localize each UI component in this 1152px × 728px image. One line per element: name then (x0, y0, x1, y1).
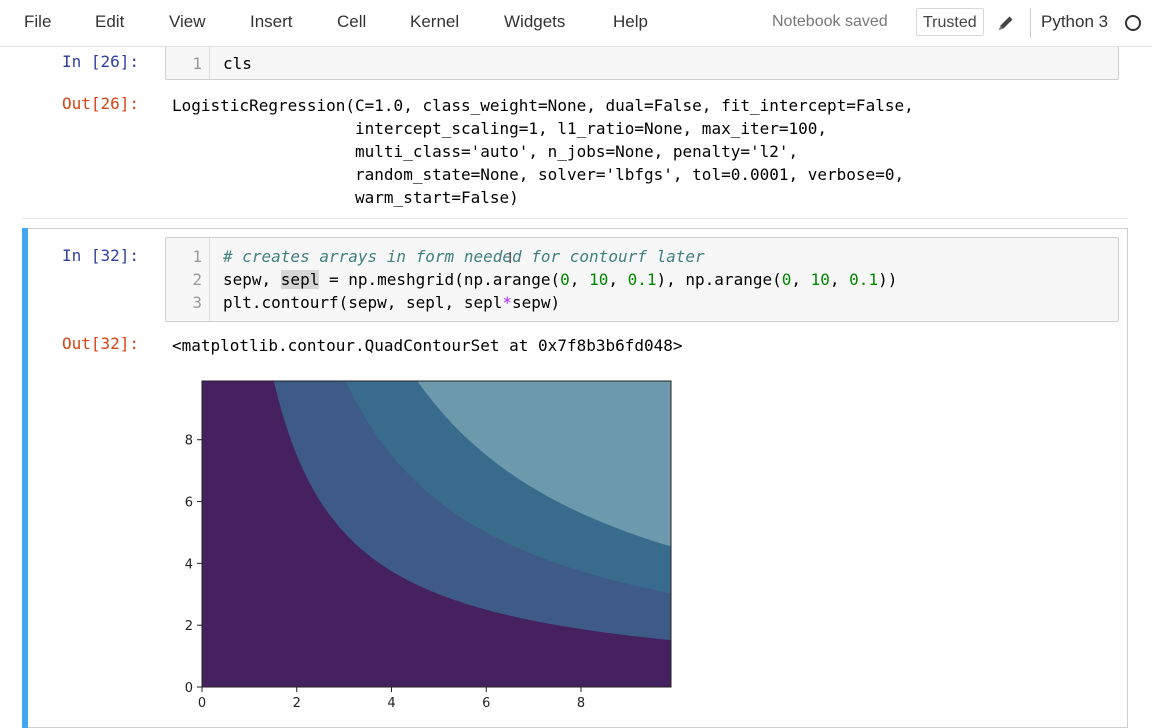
highlighted-token: sepl (280, 270, 320, 289)
kernel-separator (1030, 8, 1031, 38)
selected-cell-indicator (22, 228, 28, 728)
menu-edit[interactable]: Edit (95, 12, 125, 31)
code-token: , (791, 270, 811, 289)
kernel-name[interactable]: Python 3 (1041, 12, 1109, 31)
code-token: = np.meshgrid(np.arange( (319, 270, 561, 289)
number-token: 10 (589, 270, 609, 289)
cell-32-out-prompt: Out[32]: (62, 334, 140, 353)
operator-token: * (502, 293, 512, 312)
y-tick-label: 4 (185, 557, 193, 572)
number-token: 0 (781, 270, 792, 289)
menu-bar: File Edit View Insert Cell Kernel Widget… (0, 0, 1152, 47)
menu-widgets[interactable]: Widgets (504, 12, 566, 31)
number-token: 0 (560, 270, 570, 289)
code-token: , (829, 270, 850, 289)
y-tick-label: 2 (185, 619, 193, 634)
output-line-1: LogisticRegression(C=1.0, class_weight=N… (172, 96, 914, 115)
cell-32-in-prompt: In [32]: (62, 246, 140, 265)
line-number: 1 (192, 247, 202, 266)
code-line-3[interactable]: plt.contourf(sepw, sepl, sepl*sepw) (223, 293, 560, 312)
number-token: 0.1 (627, 270, 657, 289)
contour-band-6 (560, 381, 671, 453)
menu-help[interactable]: Help (613, 12, 648, 31)
number-token: 10 (810, 270, 830, 289)
y-tick-label: 6 (185, 496, 193, 511)
line-number: 2 (192, 270, 202, 289)
code-token: )) (878, 270, 898, 289)
kernel-idle-circle-icon (1125, 15, 1141, 31)
output-line-5: warm_start=False) (172, 188, 519, 207)
y-tick-label: 0 (185, 681, 193, 696)
cell-26-input[interactable]: 1 cls (165, 46, 1119, 80)
menu-kernel[interactable]: Kernel (410, 12, 460, 31)
line-number: 3 (192, 293, 202, 312)
trusted-button[interactable]: Trusted (916, 8, 984, 36)
output-line-2: intercept_scaling=1, l1_ratio=None, max_… (172, 119, 828, 138)
x-tick-label: 2 (293, 696, 301, 711)
number-token: 0.1 (849, 270, 879, 289)
notebook-status: Notebook saved (772, 13, 888, 30)
contour-plot-svg: 0 2 4 6 8 0 2 4 6 8 (185, 380, 672, 711)
x-tick-label: 4 (387, 696, 395, 711)
plot-area (202, 381, 671, 687)
cell-26-in-prompt: In [26]: (62, 52, 140, 71)
cell-26-out-prompt: Out[26]: (62, 94, 140, 113)
pencil-icon[interactable] (996, 13, 1016, 33)
x-tick-label: 8 (577, 696, 585, 711)
menu-cell[interactable]: Cell (337, 12, 367, 31)
code-token: sepw) (512, 293, 561, 312)
code-line-2[interactable]: sepw, sepl = np.meshgrid(np.arange(0, 10… (223, 270, 897, 289)
cell-32-output-text: <matplotlib.contour.QuadContourSet at 0x… (172, 336, 683, 355)
code-token: , (608, 270, 628, 289)
x-tick-label: 6 (482, 696, 490, 711)
contour-plot: 0 2 4 6 8 0 2 4 6 8 (170, 376, 690, 725)
text-cursor-icon: I (508, 250, 513, 267)
line-number: 1 (192, 54, 202, 73)
code-token: plt.contourf(sepw, sepl, sepl (223, 293, 503, 312)
code-line-1-comment[interactable]: # creates arrays in form needed for cont… (223, 247, 705, 266)
output-line-3: multi_class='auto', n_jobs=None, penalty… (172, 142, 799, 161)
x-tick-label: 0 (198, 696, 206, 711)
cell-32-gutter: 1 2 3 (166, 238, 210, 321)
cell-32-input[interactable]: 1 2 3 # creates arrays in form needed fo… (165, 237, 1119, 322)
contour-band-7 (632, 381, 671, 407)
menu-view[interactable]: View (169, 12, 206, 31)
menu-file[interactable]: File (24, 12, 52, 31)
menu-insert[interactable]: Insert (250, 12, 293, 31)
output-line-4: random_state=None, solver='lbfgs', tol=0… (172, 165, 905, 184)
code-line-1[interactable]: cls (223, 54, 252, 73)
cell-26-gutter: 1 (166, 47, 210, 79)
code-token: sepw, (223, 270, 281, 289)
code-token: ), np.arange( (656, 270, 782, 289)
code-token: , (569, 270, 590, 289)
axes-frame (201, 380, 672, 688)
axes: 0 2 4 6 8 0 2 4 6 8 (185, 380, 672, 711)
y-tick-label: 8 (185, 434, 193, 449)
cell-26-container[interactable] (22, 46, 1128, 219)
